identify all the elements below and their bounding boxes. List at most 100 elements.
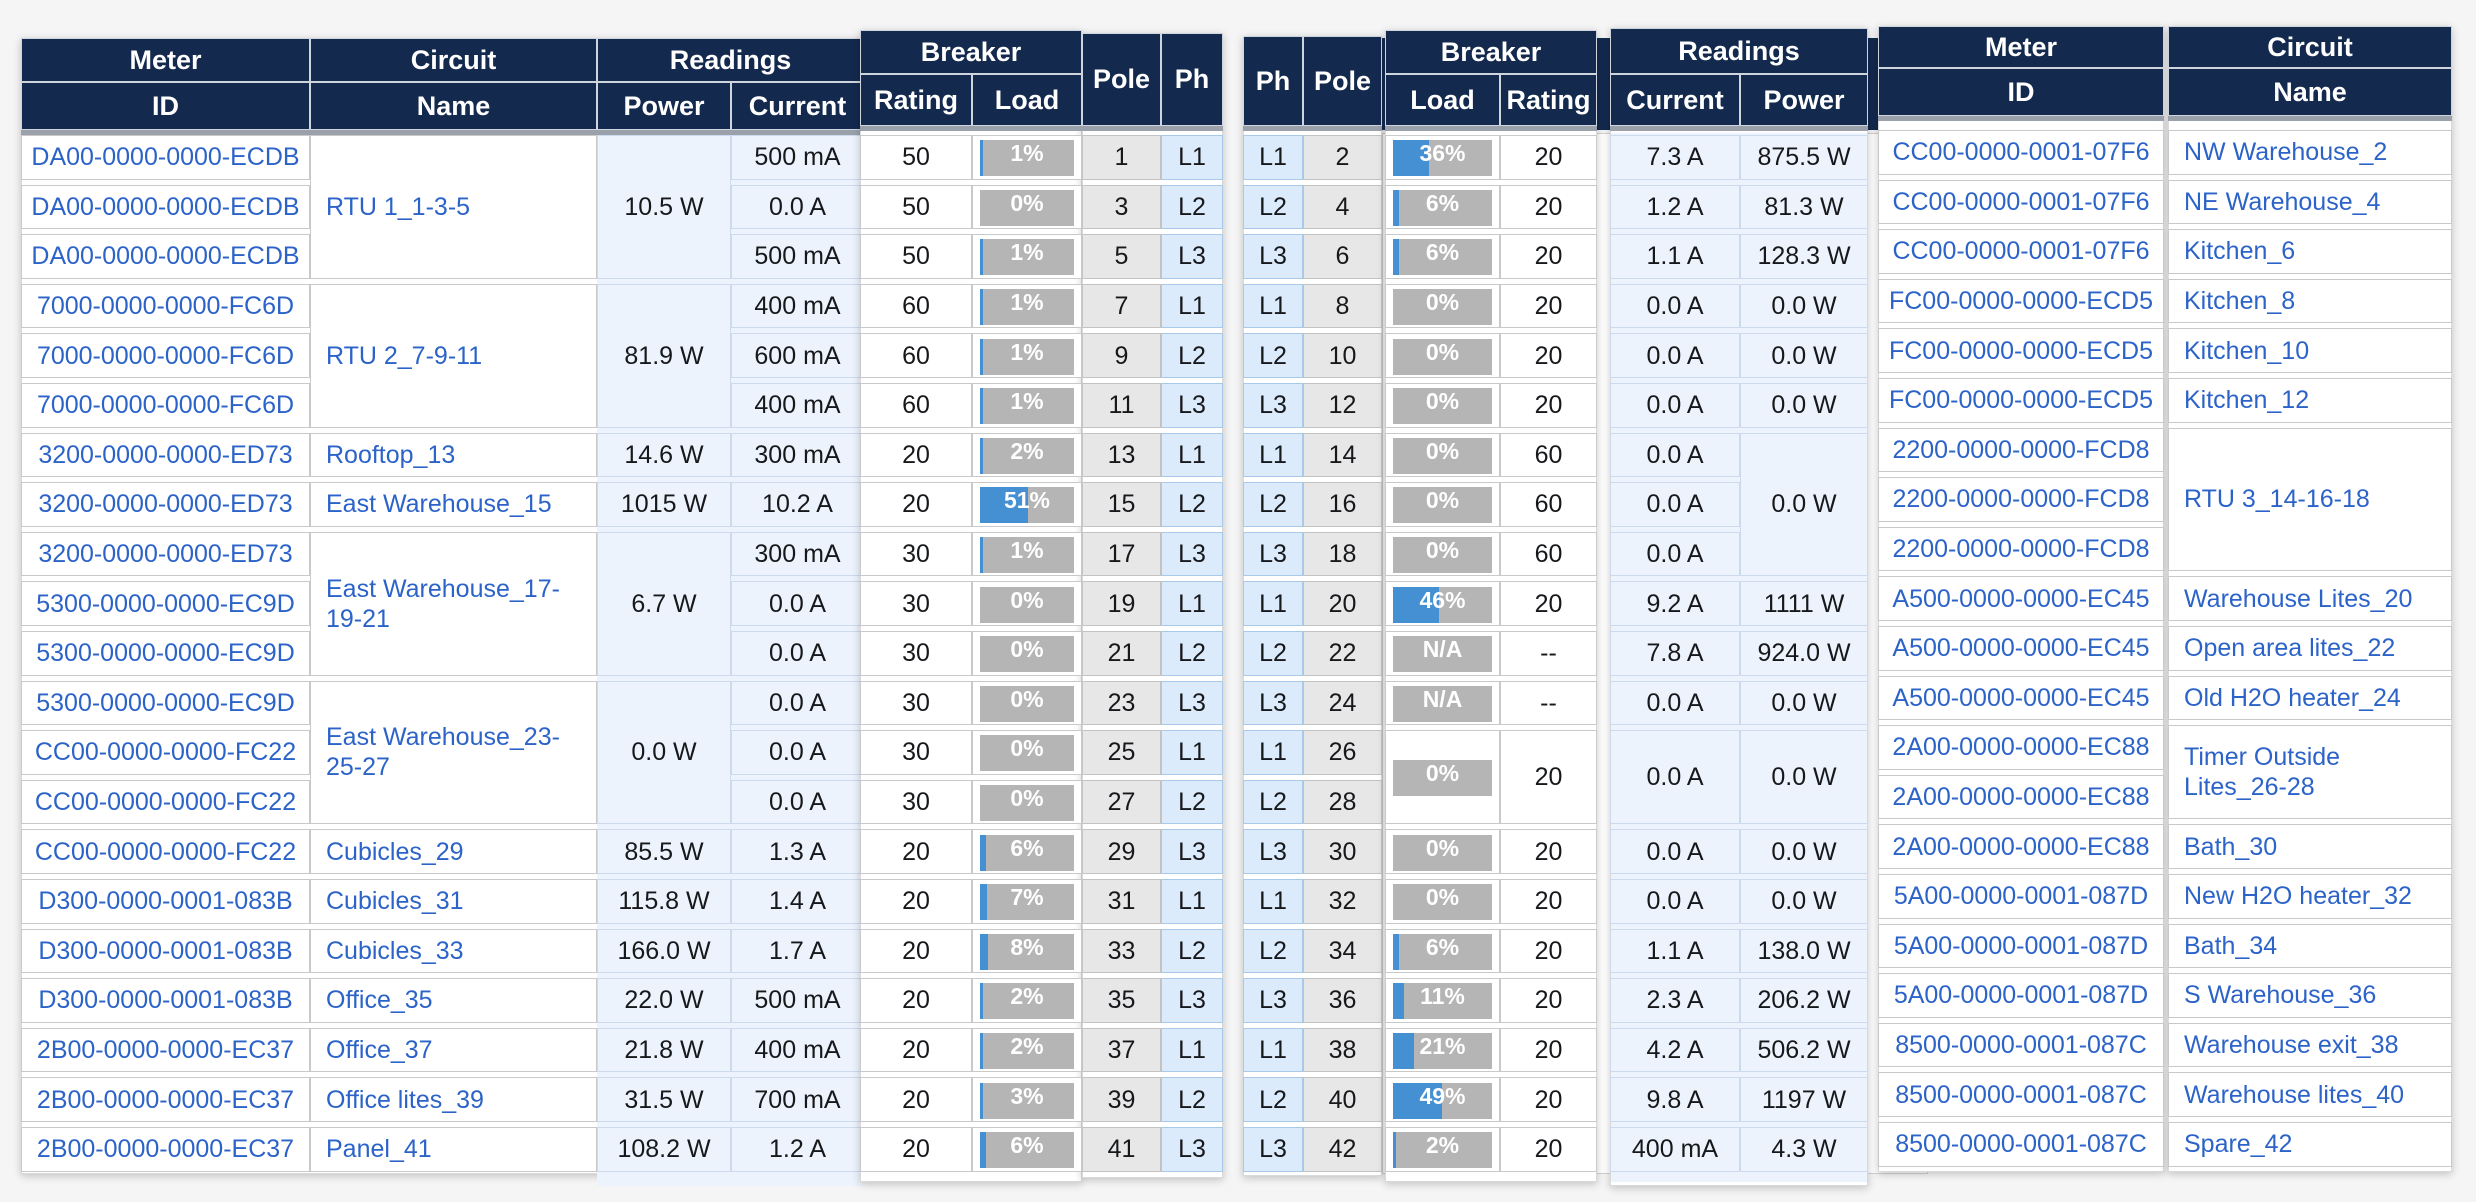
left-name-column-header[interactable]: Name [310, 82, 597, 130]
right-circuit-group-header[interactable]: Circuit [2168, 26, 2452, 68]
circuit-name-link[interactable]: Panel_41 [310, 1127, 597, 1172]
left-rating-column-header[interactable]: Rating [860, 74, 972, 126]
circuit-name-link[interactable]: East Warehouse_23-25-27 [310, 680, 597, 825]
meter-id-link[interactable]: 3200-0000-0000-ED73 [21, 531, 310, 577]
meter-id-link[interactable]: 8500-0000-0001-087C [1878, 1072, 2164, 1117]
circuit-name-link[interactable]: RTU 1_1-3-5 [310, 135, 597, 279]
right-power-column-header[interactable]: Power [1740, 74, 1868, 126]
circuit-name-link[interactable]: NW Warehouse_2 [2168, 130, 2452, 175]
circuit-name-link[interactable]: Cubicles_33 [310, 928, 597, 974]
meter-id-link[interactable]: 8500-0000-0001-087C [1878, 1122, 2164, 1167]
circuit-name-link[interactable]: East Warehouse_15 [310, 482, 597, 527]
right-id-column-header[interactable]: ID [1878, 68, 2164, 116]
circuit-name-link[interactable]: Kitchen_10 [2168, 328, 2452, 373]
meter-id-link[interactable]: CC00-0000-0000-FC22 [21, 829, 310, 874]
circuit-name-link[interactable]: Old H2O heater_24 [2168, 675, 2452, 721]
circuit-name-link[interactable]: Bath_30 [2168, 824, 2452, 869]
circuit-name-link[interactable]: Office_37 [310, 1027, 597, 1073]
left-power-column-header[interactable]: Power [597, 82, 731, 130]
meter-id-link[interactable]: CC00-0000-0000-FC22 [21, 779, 310, 825]
right-readings-group-header[interactable]: Readings [1610, 28, 1868, 74]
circuit-name-link[interactable]: New H2O heater_32 [2168, 874, 2452, 919]
meter-id-link[interactable]: 7000-0000-0000-FC6D [21, 283, 310, 329]
meter-id-link[interactable]: 2B00-0000-0000-EC37 [21, 1127, 310, 1172]
right-rating-column-header[interactable]: Rating [1500, 74, 1597, 126]
circuit-name-link[interactable]: Bath_34 [2168, 923, 2452, 969]
meter-id-link[interactable]: 5A00-0000-0001-087D [1878, 874, 2164, 919]
meter-id-link[interactable]: D300-0000-0001-083B [21, 879, 310, 924]
circuit-name-link[interactable]: East Warehouse_17-19-21 [310, 531, 597, 676]
circuit-name-link[interactable]: Kitchen_8 [2168, 278, 2452, 324]
meter-id-link[interactable]: 5300-0000-0000-EC9D [21, 631, 310, 676]
left-pole-column-header[interactable]: Pole [1082, 33, 1161, 126]
circuit-name-link[interactable]: Warehouse exit_38 [2168, 1022, 2452, 1068]
meter-id-link[interactable]: D300-0000-0001-083B [21, 978, 310, 1023]
right-name-column-header[interactable]: Name [2168, 68, 2452, 116]
meter-id-link[interactable]: FC00-0000-0000-ECD5 [1878, 378, 2164, 423]
meter-id-link[interactable]: 5300-0000-0000-EC9D [21, 680, 310, 726]
circuit-name-link[interactable]: Kitchen_12 [2168, 378, 2452, 423]
meter-id-link[interactable]: 2200-0000-0000-FCD8 [1878, 427, 2164, 473]
left-readings-group-header[interactable]: Readings [597, 38, 864, 82]
meter-id-link[interactable]: 2B00-0000-0000-EC37 [21, 1077, 310, 1122]
meter-id-link[interactable]: 5A00-0000-0001-087D [1878, 973, 2164, 1018]
right-load-column-header[interactable]: Load [1385, 74, 1500, 126]
meter-id-link[interactable]: 3200-0000-0000-ED73 [21, 432, 310, 478]
meter-id-link[interactable]: DA00-0000-0000-ECDB [21, 135, 310, 180]
meter-id-link[interactable]: CC00-0000-0001-07F6 [1878, 229, 2164, 274]
meter-id-link[interactable]: 8500-0000-0001-087C [1878, 1022, 2164, 1068]
meter-id-link[interactable]: DA00-0000-0000-ECDB [21, 184, 310, 230]
right-breaker-group-header[interactable]: Breaker [1385, 30, 1597, 74]
circuit-name-link[interactable]: Cubicles_31 [310, 879, 597, 924]
meter-id-link[interactable]: 2B00-0000-0000-EC37 [21, 1027, 310, 1073]
circuit-name-link[interactable]: Office_35 [310, 978, 597, 1023]
circuit-name-link[interactable]: Open area lites_22 [2168, 626, 2452, 671]
meter-id-link[interactable]: CC00-0000-0000-FC22 [21, 730, 310, 775]
left-load-column-header[interactable]: Load [972, 74, 1082, 126]
meter-id-link[interactable]: 2A00-0000-0000-EC88 [1878, 725, 2164, 770]
circuit-name-link[interactable]: Warehouse lites_40 [2168, 1072, 2452, 1117]
circuit-name-link[interactable]: Timer Outside Lites_26-28 [2168, 725, 2452, 820]
circuit-name-link[interactable]: RTU 3_14-16-18 [2168, 427, 2452, 572]
meter-id-link[interactable]: 2A00-0000-0000-EC88 [1878, 824, 2164, 869]
load-cell: 11% [1385, 978, 1500, 1023]
meter-id-link[interactable]: A500-0000-0000-EC45 [1878, 576, 2164, 621]
meter-id-link[interactable]: 7000-0000-0000-FC6D [21, 383, 310, 428]
right-meter-group-header[interactable]: Meter [1878, 26, 2164, 68]
meter-id-link[interactable]: 2A00-0000-0000-EC88 [1878, 774, 2164, 820]
meter-id-link[interactable]: 5300-0000-0000-EC9D [21, 581, 310, 626]
meter-id-link[interactable]: CC00-0000-0001-07F6 [1878, 179, 2164, 225]
rating-cell: 20 [860, 928, 972, 974]
meter-id-link[interactable]: A500-0000-0000-EC45 [1878, 675, 2164, 721]
circuit-name-link[interactable]: Spare_42 [2168, 1122, 2452, 1167]
meter-id-link[interactable]: DA00-0000-0000-ECDB [21, 234, 310, 279]
meter-id-link[interactable]: 2200-0000-0000-FCD8 [1878, 477, 2164, 522]
circuit-name-link[interactable]: Kitchen_6 [2168, 229, 2452, 274]
load-bar: 1% [980, 388, 1074, 425]
right-pole-column-header[interactable]: Pole [1303, 36, 1382, 126]
meter-id-link[interactable]: 7000-0000-0000-FC6D [21, 333, 310, 378]
left-breaker-group-header[interactable]: Breaker [860, 30, 1082, 74]
circuit-name-link[interactable]: S Warehouse_36 [2168, 973, 2452, 1018]
right-current-column-header[interactable]: Current [1610, 74, 1740, 126]
meter-id-link[interactable]: CC00-0000-0001-07F6 [1878, 130, 2164, 175]
meter-id-link[interactable]: 2200-0000-0000-FCD8 [1878, 526, 2164, 572]
circuit-name-link[interactable]: RTU 2_7-9-11 [310, 283, 597, 428]
meter-id-link[interactable]: FC00-0000-0000-ECD5 [1878, 328, 2164, 373]
meter-id-link[interactable]: D300-0000-0001-083B [21, 928, 310, 974]
right-ph-column-header[interactable]: Ph [1243, 36, 1303, 126]
meter-id-link[interactable]: FC00-0000-0000-ECD5 [1878, 278, 2164, 324]
circuit-name-link[interactable]: NE Warehouse_4 [2168, 179, 2452, 225]
circuit-name-link[interactable]: Cubicles_29 [310, 829, 597, 874]
meter-id-link[interactable]: A500-0000-0000-EC45 [1878, 626, 2164, 671]
circuit-name-link[interactable]: Office lites_39 [310, 1077, 597, 1122]
left-id-column-header[interactable]: ID [21, 82, 310, 130]
meter-id-link[interactable]: 5A00-0000-0001-087D [1878, 923, 2164, 969]
left-ph-column-header[interactable]: Ph [1161, 33, 1223, 126]
left-circuit-group-header[interactable]: Circuit [310, 38, 597, 82]
left-meter-group-header[interactable]: Meter [21, 38, 310, 82]
left-current-column-header[interactable]: Current [731, 82, 864, 130]
circuit-name-link[interactable]: Warehouse Lites_20 [2168, 576, 2452, 621]
meter-id-link[interactable]: 3200-0000-0000-ED73 [21, 482, 310, 527]
circuit-name-link[interactable]: Rooftop_13 [310, 432, 597, 478]
